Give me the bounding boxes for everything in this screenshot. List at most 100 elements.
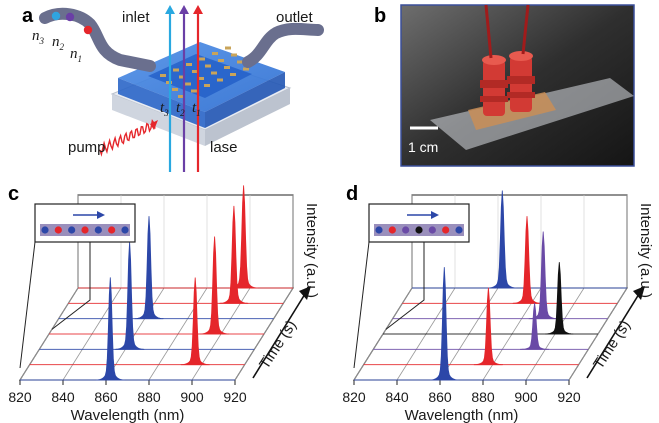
microcavity	[173, 68, 179, 72]
chart-d: 820 840 860 880 900 920 Wavelength (nm) Intensi…	[342, 190, 654, 423]
spectrum-peak	[519, 303, 550, 350]
inset-droplet	[41, 226, 49, 234]
microcavity	[179, 75, 185, 79]
panel-a: a inlet outlet n3 n2 n1	[22, 5, 324, 172]
inset-droplet	[68, 226, 76, 234]
chip-front-right	[205, 72, 285, 128]
time-arrow-head	[299, 286, 311, 300]
chip-substrate-right	[205, 88, 290, 146]
time-axis-label: Time (s)	[256, 317, 300, 372]
spectrum-peak	[199, 236, 230, 335]
pump-beam	[99, 119, 158, 157]
spectrum-peak	[528, 231, 558, 320]
x-axis-label: Wavelength (nm)	[71, 407, 185, 423]
spectrum-peak	[487, 190, 517, 289]
x-axis-label: Wavelength (nm)	[405, 407, 519, 423]
lase-label: lase	[210, 139, 238, 156]
spectrum-peak	[545, 262, 574, 335]
x-tick-label: 840	[385, 389, 409, 405]
x-tick-label: 880	[137, 389, 161, 405]
microcavity	[204, 84, 210, 87]
inset-droplet	[442, 226, 450, 234]
outlet-label: outlet	[276, 9, 314, 26]
inset-droplet	[54, 226, 62, 234]
inset-droplet	[402, 226, 410, 234]
microcavity	[186, 63, 192, 66]
droplet-n1	[83, 25, 93, 35]
x-tick-label: 840	[51, 389, 75, 405]
panel-c: c 820 840 860 880 900 920 Wavelength (nm) Inten…	[8, 183, 320, 423]
t3-label: t3	[160, 100, 169, 118]
microcavity	[198, 77, 204, 80]
panel-label-a: a	[22, 5, 34, 27]
time-axis-label: Time (s)	[590, 317, 634, 372]
t1-label: t1	[192, 100, 201, 118]
spectrum-peak	[114, 241, 145, 350]
inset-leader-left	[19, 241, 36, 369]
t2-label: t2	[176, 100, 185, 118]
n3-label: n3	[32, 28, 45, 46]
panel-d: d 820 840 860 880 900 920 Wavelength (nm) Inten…	[342, 183, 654, 423]
microcavity	[178, 95, 184, 98]
spectrum-peak	[512, 216, 542, 304]
x-tick-label: 860	[94, 389, 118, 405]
panel-label-d: d	[346, 183, 358, 205]
droplet-n2	[65, 12, 75, 22]
chart-c: 820 840 860 880 900 920 Wavelength (nm) Intensi…	[8, 185, 320, 423]
connector-right	[507, 51, 535, 112]
microcavity	[231, 53, 237, 57]
pump-label: pump	[68, 139, 106, 156]
time-axis-arrow	[252, 293, 306, 379]
microcavity	[224, 66, 230, 69]
chamber	[148, 54, 252, 98]
spectrum-peak	[134, 216, 164, 320]
inlet-label: inlet	[122, 9, 150, 26]
inset-droplet	[94, 226, 102, 234]
tube-right	[521, 4, 530, 55]
time-arrow-head	[633, 286, 645, 300]
inset-droplet	[81, 226, 89, 234]
microcavity	[230, 73, 236, 76]
spectrum-peak	[429, 267, 459, 381]
x-tick-label: 860	[428, 389, 452, 405]
chip-substrate-left	[112, 94, 205, 146]
flow-arrow-head	[97, 211, 105, 219]
inset-box	[34, 203, 136, 243]
n1-label: n1	[70, 46, 82, 64]
panel-label-b: b	[374, 5, 386, 27]
y-axis-label: Intensity (a.u.)	[303, 203, 320, 298]
panel-b: b 1 cm	[374, 4, 635, 167]
connector-left	[480, 55, 508, 116]
x-tick-label: 820	[8, 389, 32, 405]
inset-droplet	[455, 226, 463, 234]
microcavity	[192, 70, 198, 73]
microcavity	[218, 59, 224, 62]
spectrum-peak	[180, 277, 210, 366]
inset-droplet	[415, 226, 423, 234]
microcavity	[243, 67, 249, 71]
microcavity	[211, 71, 217, 75]
microcavity	[199, 57, 205, 61]
panel-label-c: c	[8, 183, 19, 205]
inset-droplet	[121, 226, 129, 234]
microcavity	[212, 52, 218, 55]
spectrum-peak	[473, 287, 504, 366]
n2-label: n2	[52, 34, 65, 52]
microcavity	[160, 74, 166, 77]
inset-droplet	[108, 226, 116, 234]
microcavity	[237, 60, 243, 64]
microcavity	[225, 46, 231, 50]
spectrum-peak	[219, 205, 249, 304]
microcavity	[205, 64, 211, 68]
inlet-tube	[39, 7, 156, 72]
inset-droplet	[375, 226, 383, 234]
inset-droplet	[428, 226, 436, 234]
microcavity	[185, 82, 191, 86]
x-tick-label: 900	[180, 389, 204, 405]
x-tick-label: 920	[557, 389, 581, 405]
lasing-arrows	[165, 5, 203, 172]
tube-left	[484, 4, 493, 59]
x-tick-label: 820	[342, 389, 366, 405]
inset-droplet	[388, 226, 396, 234]
